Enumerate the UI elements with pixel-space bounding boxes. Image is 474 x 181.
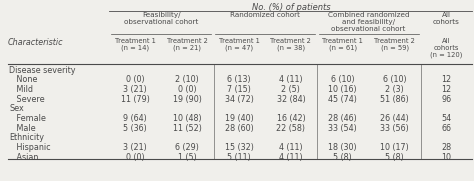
Text: Disease severity: Disease severity (9, 66, 76, 75)
Text: 26 (44): 26 (44) (380, 114, 409, 123)
Text: 54: 54 (441, 114, 452, 123)
Text: Sex: Sex (9, 104, 24, 113)
Text: 34 (72): 34 (72) (225, 95, 254, 104)
Text: Treatment 1
(n = 47): Treatment 1 (n = 47) (219, 38, 259, 51)
Text: No. (%) of patients: No. (%) of patients (252, 3, 330, 12)
Text: Randomized cohort: Randomized cohort (230, 12, 300, 18)
Text: Mild: Mild (9, 85, 33, 94)
Text: 15 (32): 15 (32) (225, 143, 254, 152)
Text: 6 (29): 6 (29) (175, 143, 199, 152)
Text: Severe: Severe (9, 95, 45, 104)
Text: 33 (54): 33 (54) (328, 124, 357, 133)
Text: Asian: Asian (9, 153, 38, 162)
Text: 28 (60): 28 (60) (225, 124, 254, 133)
Text: Combined randomized
and feasibility/
observational cohort: Combined randomized and feasibility/ obs… (328, 12, 410, 32)
Text: Ethnicity: Ethnicity (9, 133, 44, 142)
Text: Female: Female (9, 114, 46, 123)
Text: 0 (0): 0 (0) (178, 85, 197, 94)
Text: Treatment 2
(n = 38): Treatment 2 (n = 38) (271, 38, 311, 51)
Text: 2 (5): 2 (5) (282, 85, 301, 94)
Text: Feasibility/
observational cohort: Feasibility/ observational cohort (124, 12, 199, 25)
Text: 28: 28 (441, 143, 452, 152)
Text: Treatment 1
(n = 61): Treatment 1 (n = 61) (322, 38, 363, 51)
Text: 12: 12 (441, 85, 452, 94)
Text: 7 (15): 7 (15) (227, 85, 251, 94)
Text: 18 (30): 18 (30) (328, 143, 357, 152)
Text: 9 (64): 9 (64) (123, 114, 147, 123)
Text: 45 (74): 45 (74) (328, 95, 357, 104)
Text: 6 (13): 6 (13) (227, 75, 251, 84)
Text: 3 (21): 3 (21) (123, 143, 147, 152)
Text: 6 (10): 6 (10) (383, 75, 406, 84)
Text: None: None (9, 75, 37, 84)
Text: 0 (0): 0 (0) (126, 153, 145, 162)
Text: 5 (8): 5 (8) (385, 153, 404, 162)
Text: 4 (11): 4 (11) (279, 153, 303, 162)
Text: 12: 12 (441, 75, 452, 84)
Text: Hispanic: Hispanic (9, 143, 51, 152)
Text: 66: 66 (441, 124, 451, 133)
Text: Treatment 2
(n = 59): Treatment 2 (n = 59) (374, 38, 415, 51)
Text: Treatment 2
(n = 21): Treatment 2 (n = 21) (167, 38, 208, 51)
Text: 96: 96 (441, 95, 452, 104)
Text: 16 (42): 16 (42) (276, 114, 305, 123)
Text: 10: 10 (441, 153, 451, 162)
Text: 10 (48): 10 (48) (173, 114, 201, 123)
Text: 4 (11): 4 (11) (279, 75, 303, 84)
Text: 10 (16): 10 (16) (328, 85, 357, 94)
Text: 51 (86): 51 (86) (380, 95, 409, 104)
Text: 32 (84): 32 (84) (276, 95, 305, 104)
Text: 2 (10): 2 (10) (175, 75, 199, 84)
Text: 0 (0): 0 (0) (126, 75, 145, 84)
Text: Treatment 1
(n = 14): Treatment 1 (n = 14) (115, 38, 156, 51)
Text: 33 (56): 33 (56) (380, 124, 409, 133)
Text: Male: Male (9, 124, 36, 133)
Text: 28 (46): 28 (46) (328, 114, 357, 123)
Text: 5 (11): 5 (11) (227, 153, 251, 162)
Text: 4 (11): 4 (11) (279, 143, 303, 152)
Text: 19 (90): 19 (90) (173, 95, 201, 104)
Text: 2 (3): 2 (3) (385, 85, 404, 94)
Text: 1 (5): 1 (5) (178, 153, 197, 162)
Text: All
cohorts
(n = 120): All cohorts (n = 120) (430, 38, 463, 58)
Text: 11 (79): 11 (79) (121, 95, 150, 104)
Text: All
cohorts: All cohorts (433, 12, 460, 25)
Text: 5 (36): 5 (36) (123, 124, 147, 133)
Text: Characteristic: Characteristic (8, 38, 64, 47)
Text: 3 (21): 3 (21) (123, 85, 147, 94)
Text: 6 (10): 6 (10) (331, 75, 355, 84)
Text: 10 (17): 10 (17) (380, 143, 409, 152)
Text: 11 (52): 11 (52) (173, 124, 201, 133)
Text: 22 (58): 22 (58) (276, 124, 305, 133)
Text: 5 (8): 5 (8) (333, 153, 352, 162)
Text: 19 (40): 19 (40) (225, 114, 254, 123)
